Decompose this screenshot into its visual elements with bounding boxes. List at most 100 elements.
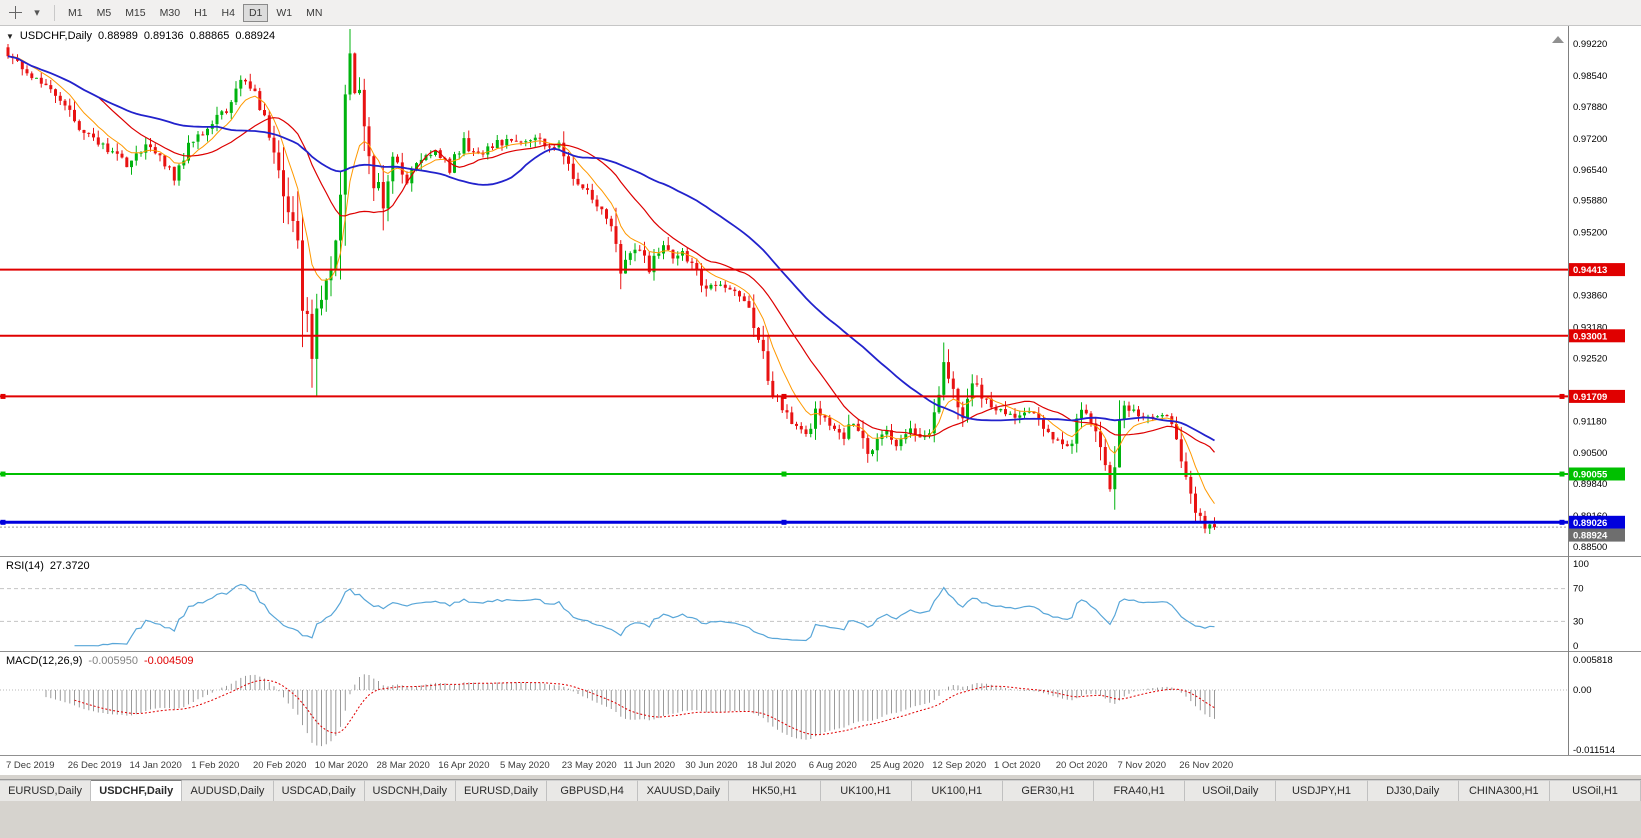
svg-text:0.97200: 0.97200: [1573, 134, 1607, 145]
svg-text:70: 70: [1573, 584, 1584, 595]
svg-text:0.90055: 0.90055: [1573, 470, 1608, 481]
chart-tab-9-uk100-h1[interactable]: UK100,H1: [820, 780, 912, 801]
chart-title: ▼ USDCHF,Daily 0.88989 0.89136 0.88865 0.8892…: [6, 30, 281, 42]
price-axis[interactable]: [1569, 26, 1641, 755]
timeframe-w1[interactable]: W1: [276, 6, 293, 19]
chart-symbol: USDCHF,Daily: [19, 30, 93, 42]
collapse-chart-icon[interactable]: ▼: [6, 32, 14, 41]
svg-text:0.91709: 0.91709: [1573, 392, 1607, 403]
chart-tab-13-usoil-daily[interactable]: USOil,Daily: [1185, 780, 1277, 801]
chart-tab-15-dj30-daily[interactable]: DJ30,Daily: [1367, 780, 1459, 801]
svg-text:0.99220: 0.99220: [1573, 39, 1607, 50]
svg-text:0.93180: 0.93180: [1573, 322, 1607, 333]
rsi-title: RSI(14) 27.3720: [6, 560, 96, 572]
timeframe-m15[interactable]: M15: [125, 6, 146, 19]
svg-text:0: 0: [1573, 641, 1578, 651]
chart-tab-12-fra40-h1[interactable]: FRA40,H1: [1094, 780, 1186, 801]
svg-text:0.96540: 0.96540: [1573, 165, 1607, 176]
crosshair-icon[interactable]: [5, 3, 25, 23]
rsi-panel-canvas[interactable]: 100 70 30 0: [0, 556, 1641, 651]
svg-text:0.88500: 0.88500: [1573, 542, 1607, 553]
time-axis-label: 23 May 2020: [561, 760, 617, 771]
svg-text:30: 30: [1573, 616, 1584, 627]
time-axis-label: 20 Feb 2020: [253, 760, 307, 771]
chart-tab-1-usdchf-daily[interactable]: USDCHF,Daily: [91, 780, 183, 801]
svg-text:0.00: 0.00: [1573, 685, 1592, 696]
chart-tab-14-usdjpy-h1[interactable]: USDJPY,H1: [1276, 780, 1368, 801]
time-axis-label: 7 Dec 2019: [6, 760, 55, 771]
time-axis-label: 30 Jun 2020: [685, 760, 738, 771]
time-axis-label: 26 Dec 2019: [67, 760, 122, 771]
timeframe-m1[interactable]: M1: [68, 6, 83, 19]
time-axis-label: 1 Oct 2020: [994, 760, 1041, 771]
time-axis[interactable]: 7 Dec 2019 26 Dec 2019 14 Jan 2020 1 Feb 20…: [0, 755, 1641, 775]
timeframe-m30[interactable]: M30: [159, 6, 181, 19]
time-axis-label: 5 May 2020: [500, 760, 550, 771]
scroll-up-icon: [1552, 36, 1564, 43]
svg-text:0.90500: 0.90500: [1573, 448, 1607, 459]
chart-tab-2-audusd-daily[interactable]: AUDUSD,Daily: [182, 780, 274, 801]
chart-tabs: EURUSD,Daily USDCHF,Daily AUDUSD,Daily USDC…: [0, 779, 1641, 801]
timeframe-mn[interactable]: MN: [306, 6, 323, 19]
macd-value-main: -0.005950: [88, 655, 138, 667]
chart-tab-7-xauusd-daily[interactable]: XAUUSD,Daily: [638, 780, 730, 801]
time-axis-label: 16 Apr 2020: [438, 760, 490, 771]
svg-text:0.94413: 0.94413: [1573, 265, 1607, 276]
main-chart-canvas[interactable]: 0.99220 0.98540 0.97880 0.97200 0.96540 0.958…: [0, 26, 1641, 556]
macd-panel-canvas[interactable]: 0.005818 0.00 -0.011514: [0, 651, 1641, 755]
chart-tab-6-gbpusd-h4[interactable]: GBPUSD,H4: [547, 780, 639, 801]
svg-text:0.98540: 0.98540: [1573, 71, 1607, 82]
svg-text:0.91180: 0.91180: [1573, 416, 1607, 427]
time-axis-label: 28 Mar 2020: [376, 760, 430, 771]
time-axis-label: 6 Aug 2020: [808, 760, 857, 771]
time-axis-label: 20 Oct 2020: [1055, 760, 1108, 771]
rsi-label: RSI(14): [6, 560, 44, 572]
svg-text:0.89026: 0.89026: [1573, 518, 1607, 529]
chart-tab-3-usdcad-daily[interactable]: USDCAD,Daily: [273, 780, 365, 801]
dropdown-arrow-icon[interactable]: ▾: [34, 7, 40, 19]
chart-tab-4-usdcnh-daily[interactable]: USDCNH,Daily: [364, 780, 456, 801]
svg-text:0.93860: 0.93860: [1573, 291, 1607, 302]
time-axis-label: 26 Nov 2020: [1179, 760, 1234, 771]
svg-text:0.005818: 0.005818: [1573, 655, 1613, 666]
svg-text:0.95880: 0.95880: [1573, 196, 1607, 207]
timeframe-d1[interactable]: D1: [242, 3, 269, 22]
macd-value-signal: -0.004509: [143, 655, 194, 667]
svg-text:0.89840: 0.89840: [1573, 479, 1607, 490]
time-axis-label: 10 Mar 2020: [314, 760, 369, 771]
toolbar: ▾ M1 M5 M15 M30 H1 H4 D1 W1 MN: [0, 0, 1641, 26]
timeframe-h1[interactable]: H1: [194, 6, 208, 19]
time-axis-label: 14 Jan 2020: [129, 760, 182, 771]
macd-title: MACD(12,26,9) -0.005950 -0.004509: [6, 655, 200, 667]
ohlc-high: 0.89136: [143, 30, 184, 42]
toolbar-separator: [54, 4, 55, 21]
chart-tab-5-eurusd-daily[interactable]: EURUSD,Daily: [455, 780, 548, 801]
chart-tab-16-china300-h1[interactable]: CHINA300,H1: [1458, 780, 1550, 801]
panel-splitter[interactable]: [0, 775, 1641, 779]
svg-text:0.97880: 0.97880: [1573, 102, 1607, 113]
chart-tab-17-usoil-h1[interactable]: USOil,H1: [1549, 780, 1641, 801]
time-axis-label: 18 Jul 2020: [747, 760, 797, 771]
svg-text:0.92520: 0.92520: [1573, 353, 1607, 364]
chart-tab-8-hk50-h1[interactable]: HK50,H1: [729, 780, 821, 801]
ohlc-low: 0.88865: [189, 30, 230, 42]
timeframe-m5[interactable]: M5: [96, 6, 112, 19]
time-axis-label: 12 Sep 2020: [932, 760, 987, 771]
window-background: [0, 801, 1641, 838]
timeframe-buttons: M1 M5 M15 M30 H1 H4 D1 W1 MN: [62, 3, 328, 22]
timeframe-h4[interactable]: H4: [221, 6, 235, 19]
rsi-value: 27.3720: [49, 560, 90, 572]
ohlc-close: 0.88924: [235, 30, 276, 42]
svg-text:-0.011514: -0.011514: [1573, 745, 1615, 755]
time-axis-label: 25 Aug 2020: [870, 760, 924, 771]
time-axis-label: 1 Feb 2020: [191, 760, 240, 771]
time-axis-label: 11 Jun 2020: [623, 760, 676, 771]
time-axis-label: 7 Nov 2020: [1117, 760, 1167, 771]
chart-tab-10-uk100-h1[interactable]: UK100,H1: [911, 780, 1003, 801]
ohlc-open: 0.88989: [98, 30, 138, 42]
svg-text:100: 100: [1573, 559, 1589, 570]
macd-label: MACD(12,26,9): [6, 655, 83, 667]
chart-tab-0-eurusd-daily[interactable]: EURUSD,Daily: [0, 780, 92, 801]
svg-text:0.93001: 0.93001: [1573, 331, 1608, 342]
chart-tab-11-ger30-h1[interactable]: GER30,H1: [1002, 780, 1095, 801]
